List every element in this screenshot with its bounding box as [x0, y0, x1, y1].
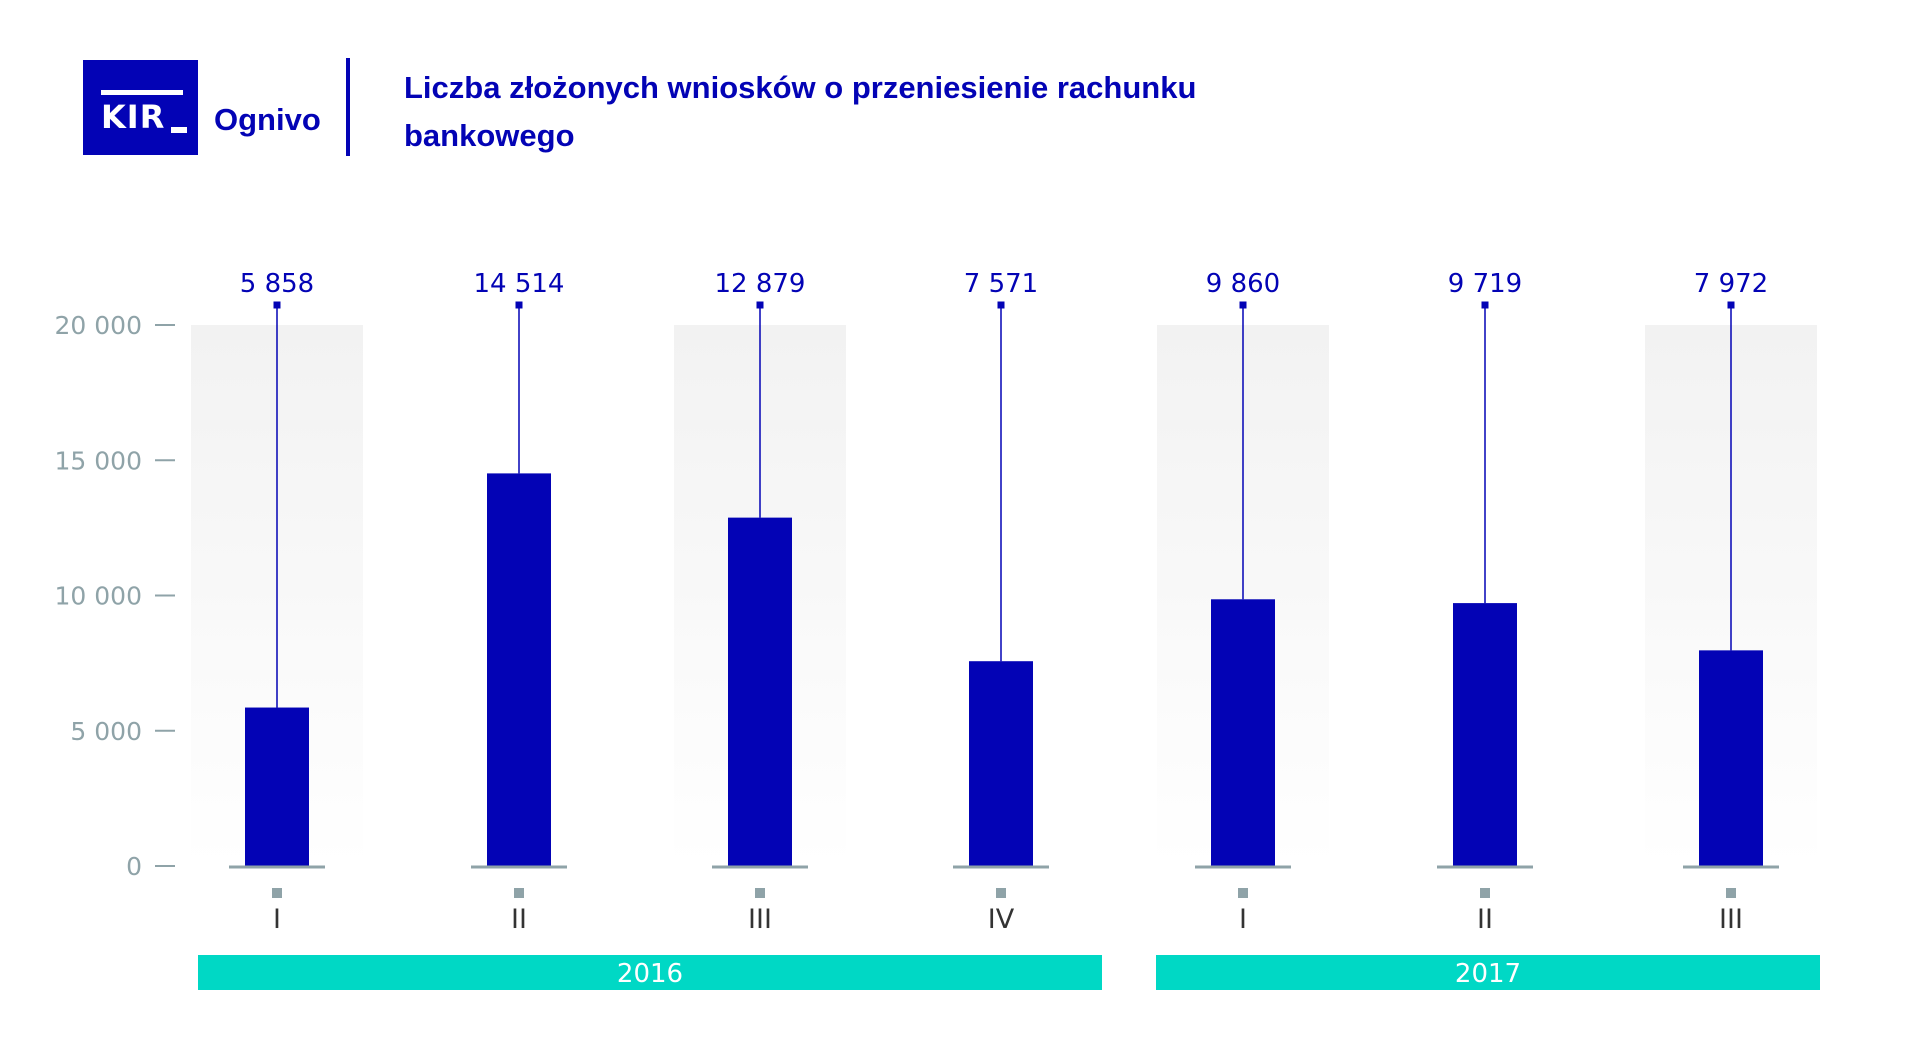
category-marker: [996, 888, 1006, 898]
y-tick-label: 20 000: [55, 311, 142, 340]
category-label: II: [511, 904, 527, 935]
category-label: III: [1719, 904, 1743, 935]
year-band: [1156, 955, 1820, 990]
y-tick-label: 0: [126, 852, 142, 881]
year-label: 2017: [1455, 959, 1521, 989]
header-divider: [346, 58, 350, 156]
chart-header: KIR Ognivo Liczba złożonych wniosków o p…: [0, 0, 1926, 200]
category-marker: [1726, 888, 1736, 898]
category-label: I: [273, 904, 281, 935]
leader-marker: [1481, 301, 1489, 309]
category-label: III: [748, 904, 772, 935]
value-label: 12 879: [715, 269, 806, 299]
year-label: 2016: [617, 959, 683, 989]
kir-logo-text: KIR: [101, 98, 166, 136]
value-label: 9 719: [1448, 269, 1522, 299]
leader-marker: [1727, 301, 1735, 309]
bars: 5 858 14 514 12 879 7 571 9 860 9 719 7 972: [240, 269, 1768, 866]
category-label: IV: [988, 904, 1015, 935]
bar: [1211, 599, 1275, 866]
y-tick-label: 15 000: [55, 446, 142, 475]
y-axis: 0 5 000 10 000 15 000 20 000: [55, 311, 175, 881]
brand-name: Ognivo: [214, 102, 321, 137]
value-label: 9 860: [1206, 269, 1280, 299]
leader-marker: [1239, 301, 1247, 309]
bar: [1453, 603, 1517, 866]
leader-marker: [273, 301, 281, 309]
value-label: 14 514: [474, 269, 565, 299]
leader-marker: [515, 301, 523, 309]
category-label: II: [1477, 904, 1493, 935]
value-label: 5 858: [240, 269, 314, 299]
kir-logo: KIR: [83, 60, 198, 155]
category-marker: [514, 888, 524, 898]
category-label: I: [1239, 904, 1247, 935]
category-marker: [272, 888, 282, 898]
year-band: [198, 955, 1102, 990]
leader-marker: [997, 301, 1005, 309]
bar: [969, 661, 1033, 866]
kir-logo-underscore: [171, 127, 187, 133]
bar: [1699, 650, 1763, 866]
bar: [487, 473, 551, 866]
kir-logo-bar: [101, 90, 183, 95]
bar: [728, 517, 792, 866]
value-label: 7 571: [964, 269, 1038, 299]
x-axis: I II III IV I II III: [229, 865, 1779, 935]
value-label: 7 972: [1694, 269, 1768, 299]
bar: [245, 707, 309, 866]
category-marker: [1238, 888, 1248, 898]
y-tick-label: 10 000: [55, 582, 142, 611]
year-groups: 2016 2017: [198, 955, 1820, 990]
category-marker: [1480, 888, 1490, 898]
category-marker: [755, 888, 765, 898]
leader-marker: [756, 301, 764, 309]
y-tick-label: 5 000: [70, 717, 142, 746]
chart-title: Liczba złożonych wniosków o przeniesieni…: [404, 70, 1197, 153]
